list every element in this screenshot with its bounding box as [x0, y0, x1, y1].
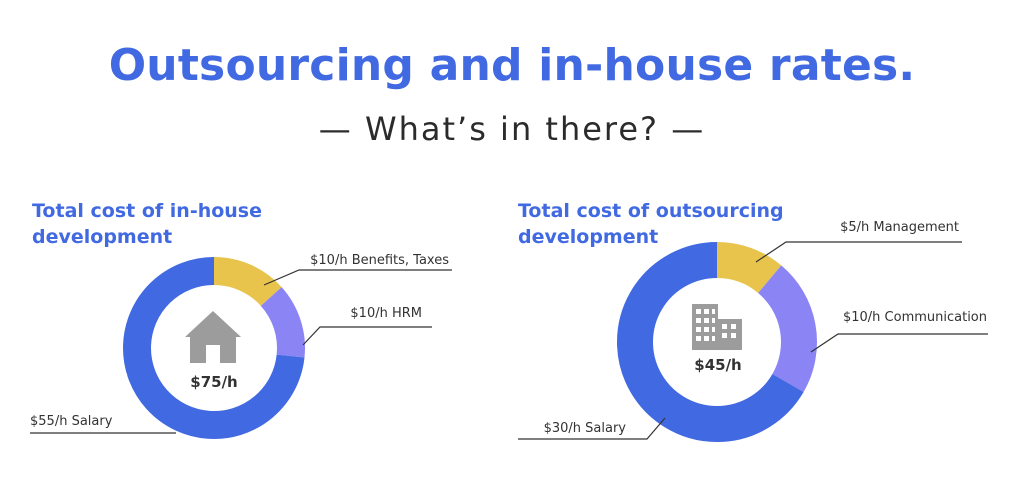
slice-label-hrm: $10/h HRM — [350, 306, 422, 321]
leader-line-management — [755, 241, 962, 263]
office-building-icon — [692, 304, 742, 350]
slice-management — [716, 242, 782, 294]
leader-line-communication — [810, 333, 988, 353]
slice-label-benefits: $10/h Benefits, Taxes — [310, 253, 449, 268]
slice-salary-inhouse — [123, 257, 305, 439]
inhouse-chart-title: Total cost of in-house development — [32, 198, 262, 250]
inhouse-donut — [123, 257, 305, 439]
slice-label-salary-inhouse: $55/h Salary — [30, 414, 113, 429]
slice-label-communication: $10/h Communication — [843, 310, 987, 325]
slice-benefits-taxes — [213, 257, 282, 307]
page-title: Outsourcing and in-house rates. — [108, 40, 916, 91]
outsourcing-center-label: $45/h — [694, 356, 741, 374]
page-subtitle: — What’s in there? — — [318, 110, 706, 148]
inhouse-center-label: $75/h — [190, 373, 237, 391]
inhouse-chart-title-line2: development — [32, 226, 173, 248]
leader-line-hrm — [302, 326, 432, 346]
outsourcing-chart-title: Total cost of outsourcing development — [518, 198, 784, 250]
outsourcing-donut — [617, 242, 817, 442]
slice-communication — [757, 265, 817, 392]
slice-label-salary-outsourcing: $30/h Salary — [544, 421, 627, 436]
house-icon — [185, 311, 241, 363]
inhouse-chart-title-line1: Total cost of in-house — [32, 200, 263, 222]
outsourcing-leaders — [518, 241, 988, 440]
leader-line-benefits — [263, 269, 452, 286]
slice-label-management: $5/h Management — [840, 220, 959, 235]
outsourcing-chart-title-line1: Total cost of outsourcing — [518, 200, 784, 222]
slice-hrm — [260, 287, 305, 358]
slice-salary-outsourcing — [617, 242, 804, 442]
outsourcing-chart-title-line2: development — [518, 226, 659, 248]
inhouse-leaders — [30, 269, 452, 434]
leader-line-salary-outsourcing — [518, 417, 666, 440]
